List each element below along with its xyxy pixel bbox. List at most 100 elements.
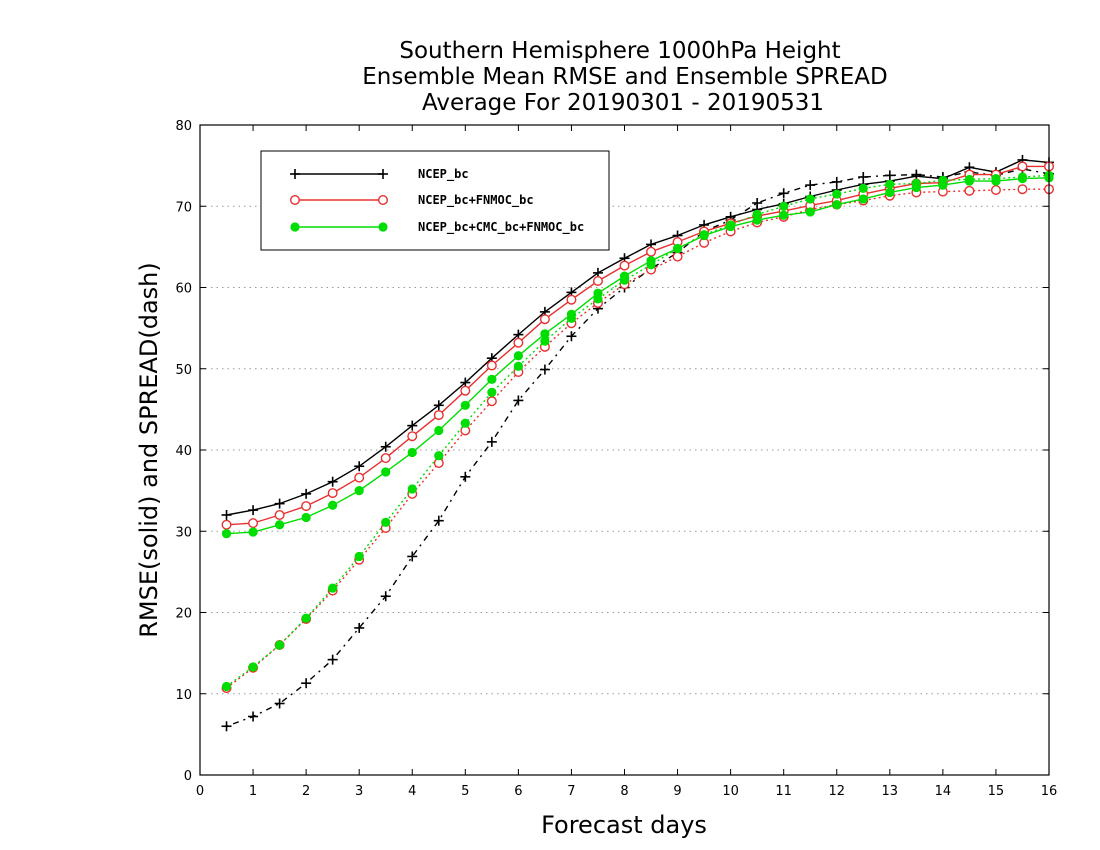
rmse-point — [539, 314, 550, 325]
rmse-point — [327, 476, 338, 487]
legend-label: NCEP_bc — [418, 167, 469, 182]
rmse-point — [433, 410, 444, 421]
rmse-point — [672, 243, 683, 254]
y-tick-label: 40 — [175, 444, 192, 459]
rmse-point — [619, 260, 630, 271]
x-tick-label: 11 — [775, 784, 792, 799]
rmse-point — [433, 400, 444, 411]
spread-point — [990, 184, 1001, 195]
spread-point — [248, 711, 259, 722]
rmse-point — [221, 510, 232, 520]
rmse-point — [592, 276, 603, 287]
x-tick-label: 7 — [567, 784, 575, 799]
spread-point — [885, 179, 895, 189]
spread-point — [274, 698, 285, 709]
rmse-point — [1017, 161, 1028, 172]
chart-title-line-2: Ensemble Mean RMSE and Ensemble SPREAD — [362, 64, 887, 90]
rmse-point — [486, 360, 497, 371]
x-tick-label: 15 — [988, 784, 1005, 799]
spread-point — [486, 396, 497, 407]
x-tick-label: 9 — [673, 784, 681, 799]
legend-marker — [378, 194, 389, 205]
rmse-point — [221, 529, 232, 539]
rmse-point — [221, 519, 232, 530]
spread-point — [486, 436, 497, 447]
chart-title-line-1: Southern Hemisphere 1000hPa Height — [399, 38, 840, 64]
rmse-point — [301, 488, 312, 499]
rmse-point — [1017, 174, 1028, 184]
rmse-point — [434, 425, 444, 436]
spread-point — [540, 336, 550, 346]
rmse-point — [380, 453, 391, 464]
rmse-point — [779, 210, 789, 220]
spread-point — [380, 591, 391, 602]
rmse-point — [938, 180, 948, 190]
spread-point — [805, 180, 816, 191]
rmse-point — [885, 187, 895, 198]
y-tick-label: 50 — [175, 363, 192, 378]
spread-point — [1017, 184, 1028, 195]
x-tick-label: 2 — [302, 784, 310, 799]
spread-point — [381, 517, 391, 527]
spread-point — [832, 189, 842, 199]
rmse-point — [858, 194, 868, 204]
spread-line-ncep-bc-fnmoc-bc — [226, 188, 1049, 689]
rmse-point — [354, 472, 365, 483]
rmse-point — [248, 518, 259, 529]
legend-entry-ncep-bc-cmc-bc-fnmoc-bc: NCEP_bc+CMC_bc+FNMOC_bc — [290, 220, 584, 235]
spread-point — [513, 395, 524, 406]
spread-point — [779, 201, 789, 211]
rmse-point — [381, 467, 391, 477]
rmse-point — [274, 498, 285, 509]
rmse-point — [593, 288, 603, 298]
spread-point — [354, 551, 364, 562]
rmse-point — [274, 510, 285, 521]
rmse-point — [460, 385, 471, 396]
series-ncep-bc-cmc-bc-fnmoc-bc — [221, 170, 1054, 692]
x-tick-label: 10 — [722, 784, 739, 799]
spread-point — [221, 721, 232, 732]
rmse-point — [274, 520, 285, 530]
y-tick-label: 20 — [175, 607, 192, 622]
y-axis-label: RMSE(solid) and SPREAD(dash) — [135, 262, 163, 638]
spread-point — [433, 515, 444, 526]
spread-point — [248, 662, 258, 672]
spread-point — [354, 622, 365, 633]
legend-entry-ncep-bc: NCEP_bc — [290, 167, 469, 182]
spread-point — [566, 331, 577, 342]
rmse-point — [248, 505, 259, 516]
rmse-point — [726, 221, 736, 232]
rmse-point — [380, 441, 391, 452]
x-axis-label: Forecast days — [541, 811, 707, 839]
y-tick-label: 0 — [184, 769, 192, 784]
spread-point — [407, 484, 417, 494]
rmse-point — [354, 461, 365, 472]
legend-label: NCEP_bc+CMC_bc+FNMOC_bc — [418, 220, 584, 235]
legend-marker — [290, 194, 301, 205]
rmse-point — [328, 500, 338, 510]
series — [221, 154, 1054, 732]
chart-title-line-3: Average For 20190301 - 20190531 — [422, 90, 824, 116]
plot-frame — [199, 124, 1050, 776]
legend-entry-ncep-bc-fnmoc-bc: NCEP_bc+FNMOC_bc — [290, 193, 534, 208]
rmse-point — [964, 176, 975, 186]
spread-point — [301, 613, 311, 623]
rmse-point — [540, 329, 550, 339]
x-tick-label: 16 — [1041, 784, 1058, 799]
rmse-point — [699, 230, 709, 241]
spread-point — [274, 640, 285, 650]
spread-point — [460, 471, 471, 482]
spread-line-ncep-bc-cmc-bc-fnmoc-bc — [226, 174, 1050, 687]
legend-marker — [378, 169, 388, 179]
x-tick-label: 12 — [828, 784, 845, 799]
rmse-point — [487, 374, 497, 384]
x-tick-label: 5 — [461, 784, 469, 799]
rmse-point — [407, 420, 418, 431]
x-tick-label: 3 — [355, 784, 363, 799]
rmse-point — [301, 501, 312, 512]
spread-point — [778, 188, 789, 199]
spread-point — [301, 678, 312, 689]
y-tick-label: 70 — [175, 200, 192, 215]
chart-title: Southern Hemisphere 1000hPa Height Ensem… — [362, 38, 887, 116]
